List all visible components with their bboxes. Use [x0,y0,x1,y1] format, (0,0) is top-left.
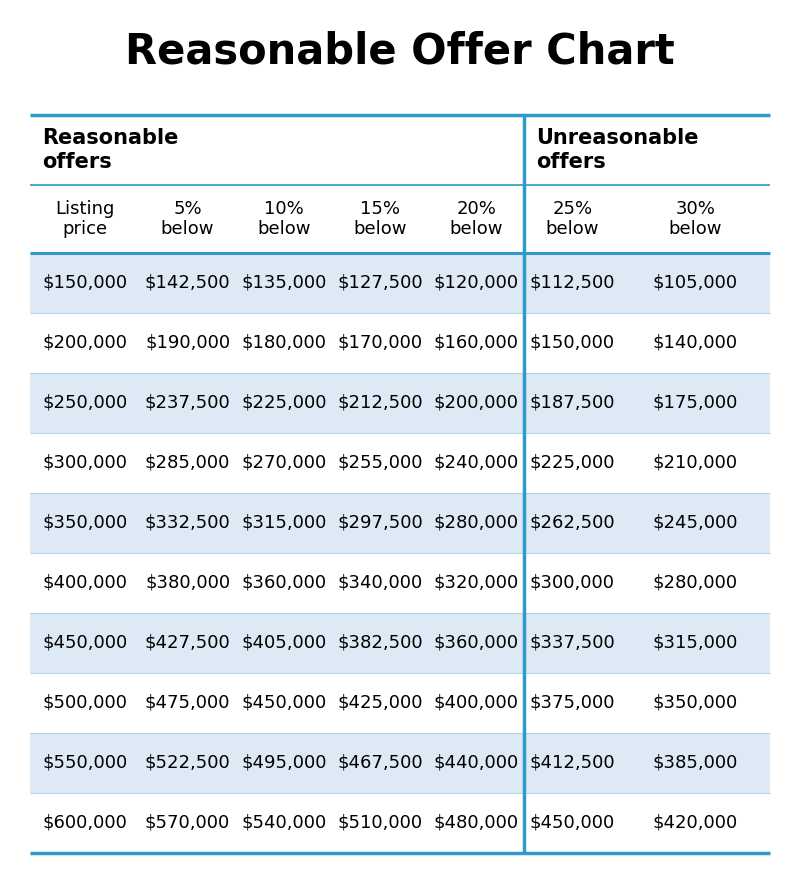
Text: $315,000: $315,000 [241,514,326,532]
Text: $280,000: $280,000 [653,574,738,592]
Text: Reasonable Offer Chart: Reasonable Offer Chart [125,31,675,73]
Bar [30,613,770,673]
Bar [30,673,770,733]
Text: $250,000: $250,000 [42,394,127,412]
Text: $300,000: $300,000 [530,574,615,592]
Text: $550,000: $550,000 [42,754,127,772]
Text: $210,000: $210,000 [653,454,738,472]
Bar [30,373,770,433]
Bar [30,793,770,853]
Text: $385,000: $385,000 [653,754,738,772]
Text: Unreasonable
offers: Unreasonable offers [536,128,699,172]
Text: $212,500: $212,500 [338,394,423,412]
Text: Reasonable
offers: Reasonable offers [42,128,178,172]
Text: 20%
below: 20% below [450,200,503,238]
Text: $400,000: $400,000 [42,574,127,592]
Text: $440,000: $440,000 [434,754,519,772]
Text: $120,000: $120,000 [434,274,518,292]
Text: $270,000: $270,000 [241,454,326,472]
Text: $600,000: $600,000 [42,814,127,832]
Text: $150,000: $150,000 [42,274,127,292]
Text: $425,000: $425,000 [338,694,422,712]
Text: $480,000: $480,000 [434,814,518,832]
Text: 30%
below: 30% below [669,200,722,238]
Bar [30,493,770,553]
Text: $187,500: $187,500 [530,394,615,412]
Text: $475,000: $475,000 [145,694,230,712]
Text: $170,000: $170,000 [338,334,422,352]
Text: $150,000: $150,000 [530,334,615,352]
Text: $190,000: $190,000 [145,334,230,352]
Text: 10%
below: 10% below [257,200,310,238]
Text: $280,000: $280,000 [434,514,518,532]
Text: $300,000: $300,000 [42,454,127,472]
Text: $285,000: $285,000 [145,454,230,472]
Text: $245,000: $245,000 [653,514,738,532]
Bar [30,433,770,493]
Text: $127,500: $127,500 [338,274,423,292]
Text: $240,000: $240,000 [434,454,519,472]
Text: $332,500: $332,500 [145,514,230,532]
Text: $570,000: $570,000 [145,814,230,832]
Text: $495,000: $495,000 [241,754,326,772]
Bar [30,313,770,373]
Text: $450,000: $450,000 [241,694,326,712]
Text: $510,000: $510,000 [338,814,422,832]
Text: $540,000: $540,000 [241,814,326,832]
Text: $340,000: $340,000 [338,574,422,592]
Text: $450,000: $450,000 [42,634,127,652]
Bar [30,253,770,313]
Text: $380,000: $380,000 [145,574,230,592]
Text: $135,000: $135,000 [241,274,326,292]
Text: $350,000: $350,000 [42,514,127,532]
Text: $225,000: $225,000 [530,454,615,472]
Text: $412,500: $412,500 [530,754,615,772]
Text: $382,500: $382,500 [338,634,423,652]
Text: $180,000: $180,000 [242,334,326,352]
Bar [30,115,770,185]
Text: $112,500: $112,500 [530,274,615,292]
Text: $237,500: $237,500 [145,394,230,412]
Text: $405,000: $405,000 [241,634,326,652]
Text: $105,000: $105,000 [653,274,738,292]
Text: $142,500: $142,500 [145,274,230,292]
Text: $350,000: $350,000 [653,694,738,712]
Text: 5%
below: 5% below [161,200,214,238]
Text: $360,000: $360,000 [434,634,518,652]
Text: $200,000: $200,000 [42,334,127,352]
Text: $450,000: $450,000 [530,814,615,832]
Bar [30,185,770,253]
Text: $427,500: $427,500 [145,634,230,652]
Text: $262,500: $262,500 [530,514,615,532]
Text: $315,000: $315,000 [653,634,738,652]
Bar [30,733,770,793]
Text: $500,000: $500,000 [42,694,127,712]
Text: Listing
price: Listing price [55,200,114,238]
Text: $297,500: $297,500 [337,514,423,532]
Text: $522,500: $522,500 [145,754,230,772]
Text: 25%
below: 25% below [546,200,599,238]
Text: $175,000: $175,000 [653,394,738,412]
Bar [30,553,770,613]
Text: $467,500: $467,500 [338,754,423,772]
Text: $140,000: $140,000 [653,334,738,352]
Text: $420,000: $420,000 [653,814,738,832]
Text: $360,000: $360,000 [242,574,326,592]
Text: $375,000: $375,000 [530,694,615,712]
Text: $200,000: $200,000 [434,394,518,412]
Text: $320,000: $320,000 [434,574,519,592]
Text: $337,500: $337,500 [530,634,615,652]
Text: $400,000: $400,000 [434,694,518,712]
Text: 15%
below: 15% below [354,200,406,238]
Text: $255,000: $255,000 [338,454,422,472]
Text: $225,000: $225,000 [241,394,326,412]
Text: $160,000: $160,000 [434,334,518,352]
